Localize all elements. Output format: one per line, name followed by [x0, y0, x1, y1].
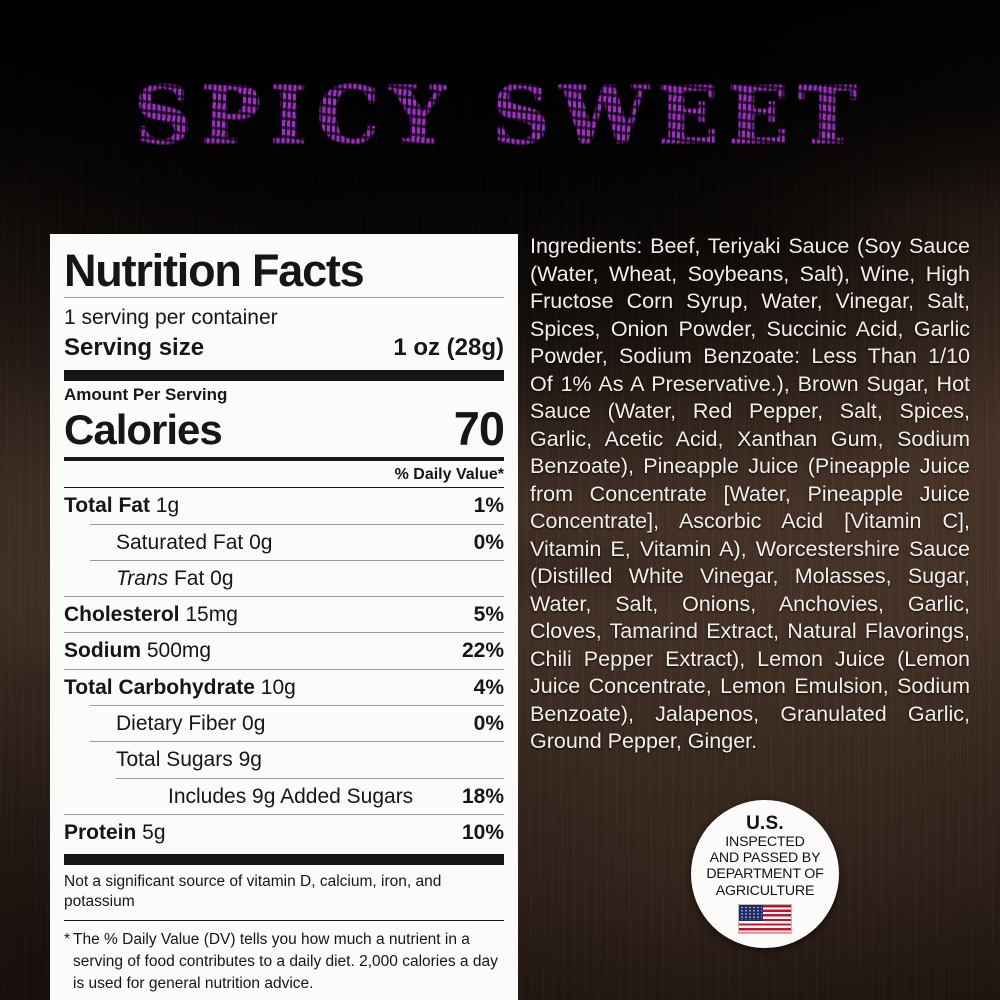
- nutrient-amount: 5g: [136, 820, 166, 844]
- divider-thick-bottom: [64, 854, 504, 866]
- wood-dark-band: [0, 0, 1000, 215]
- nutrient-dv-total-carbohydrate: 4%: [473, 675, 504, 699]
- nutrient-amount: 500mg: [141, 639, 212, 663]
- product-title: SPICY SWEET: [133, 68, 867, 163]
- usda-inspection-seal: U.S. INSPECTED AND PASSED BY DEPARTMENT …: [691, 800, 839, 948]
- nutrient-row-trans-fat: Trans Fat 0g: [90, 559, 504, 596]
- nutrient-dv-protein: 10%: [461, 820, 504, 844]
- nutrient-row-sodium: Sodium 500mg 22%: [64, 632, 504, 668]
- nutrition-facts-panel: Nutrition Facts 1 serving per container …: [50, 234, 518, 1000]
- nutrient-name-saturated-fat: Saturated Fat 0g: [116, 530, 273, 554]
- serving-size-value: 1 oz (28g): [393, 334, 504, 362]
- nutrient-amount: 10g: [254, 675, 296, 699]
- nutrient-name-protein: Protein 5g: [64, 819, 166, 846]
- nutrient-dv-total-fat: 1%: [473, 494, 504, 518]
- daily-value-footnote: * The % Daily Value (DV) tells you how m…: [64, 920, 504, 997]
- nutrient-amount: Fat 0g: [173, 566, 234, 590]
- nutrient-name-dietary-fiber: Dietary Fiber 0g: [116, 712, 266, 736]
- nutrient-label: Sodium: [64, 639, 141, 663]
- nutrient-row-total-fat: Total Fat 1g 1%: [64, 487, 504, 523]
- divider-thin: [64, 296, 504, 298]
- daily-value-header: % Daily Value*: [394, 466, 504, 484]
- nutrient-row-added-sugars: Includes 9g Added Sugars 18%: [116, 777, 504, 814]
- nutrient-row-cholesterol: Cholesterol 15mg 5%: [64, 596, 504, 632]
- serving-size-row: Serving size 1 oz (28g): [64, 333, 504, 366]
- calories-row: Calories 70: [64, 402, 505, 456]
- nutrient-label: Total Fat: [64, 494, 150, 518]
- nutrient-amount: 15mg: [179, 603, 238, 627]
- nutrient-name-total-sugars: Total Sugars 9g: [116, 748, 262, 772]
- calories-value: 70: [453, 402, 505, 456]
- seal-line-us: U.S.: [746, 813, 784, 835]
- nutrient-dv-cholesterol: 5%: [473, 603, 504, 627]
- us-flag-icon: [738, 903, 792, 934]
- nutrient-label: Total Carbohydrate: [64, 675, 255, 699]
- serving-size-label: Serving size: [64, 334, 205, 362]
- amount-per-serving-label: Amount Per Serving: [64, 385, 228, 405]
- nutrient-dv-added-sugars: 18%: [461, 784, 504, 808]
- nutrient-name-cholesterol: Cholesterol 15mg: [64, 601, 238, 628]
- nutrient-row-total-carbohydrate: Total Carbohydrate 10g 4%: [64, 668, 504, 705]
- divider-medium: [64, 457, 504, 462]
- footnote-text: The % Daily Value (DV) tells you how muc…: [73, 931, 498, 993]
- flag-canton: [739, 904, 763, 921]
- nutrient-label: Cholesterol: [64, 603, 180, 627]
- ingredients-text: Ingredients: Beef, Teriyaki Sauce (Soy S…: [530, 234, 970, 754]
- seal-line-inspected: INSPECTED: [725, 834, 805, 851]
- trans-italic: Trans: [116, 566, 169, 590]
- nutrient-row-protein: Protein 5g 10%: [64, 813, 504, 850]
- nutrient-dv-sodium: 22%: [461, 639, 504, 663]
- seal-line-department-of: DEPARTMENT OF: [706, 866, 824, 883]
- nutrient-row-total-sugars: Total Sugars 9g: [90, 741, 504, 777]
- servings-per-container: 1 serving per container: [64, 305, 278, 329]
- nutrient-label: Protein: [64, 820, 137, 844]
- nutrition-facts-heading: Nutrition Facts: [64, 245, 365, 296]
- footnote-asterisk: *: [64, 931, 71, 949]
- nutrient-name-total-carbohydrate: Total Carbohydrate 10g: [64, 674, 296, 701]
- nutrient-dv-dietary-fiber: 0%: [473, 712, 504, 736]
- nutrient-amount: 1g: [149, 494, 180, 518]
- nutrient-dv-saturated-fat: 0%: [473, 530, 504, 554]
- nutrient-row-saturated-fat: Saturated Fat 0g 0%: [90, 523, 504, 560]
- product-title-banner: SPICY SWEET: [0, 60, 1000, 170]
- divider-thick-top: [64, 370, 504, 382]
- seal-line-agriculture: AGRICULTURE: [715, 882, 815, 899]
- nutrient-name-trans-fat: Trans Fat 0g: [90, 565, 234, 592]
- not-significant-source-text: Not a significant source of vitamin D, c…: [64, 873, 442, 911]
- nutrient-name-sodium: Sodium 500mg: [64, 637, 211, 664]
- nutrient-row-dietary-fiber: Dietary Fiber 0g 0%: [90, 705, 504, 741]
- calories-label: Calories: [64, 406, 223, 454]
- seal-line-and-passed-by: AND PASSED BY: [709, 850, 821, 867]
- nutrient-name-added-sugars: Includes 9g Added Sugars: [168, 784, 414, 808]
- nutrient-name-total-fat: Total Fat 1g: [64, 492, 179, 519]
